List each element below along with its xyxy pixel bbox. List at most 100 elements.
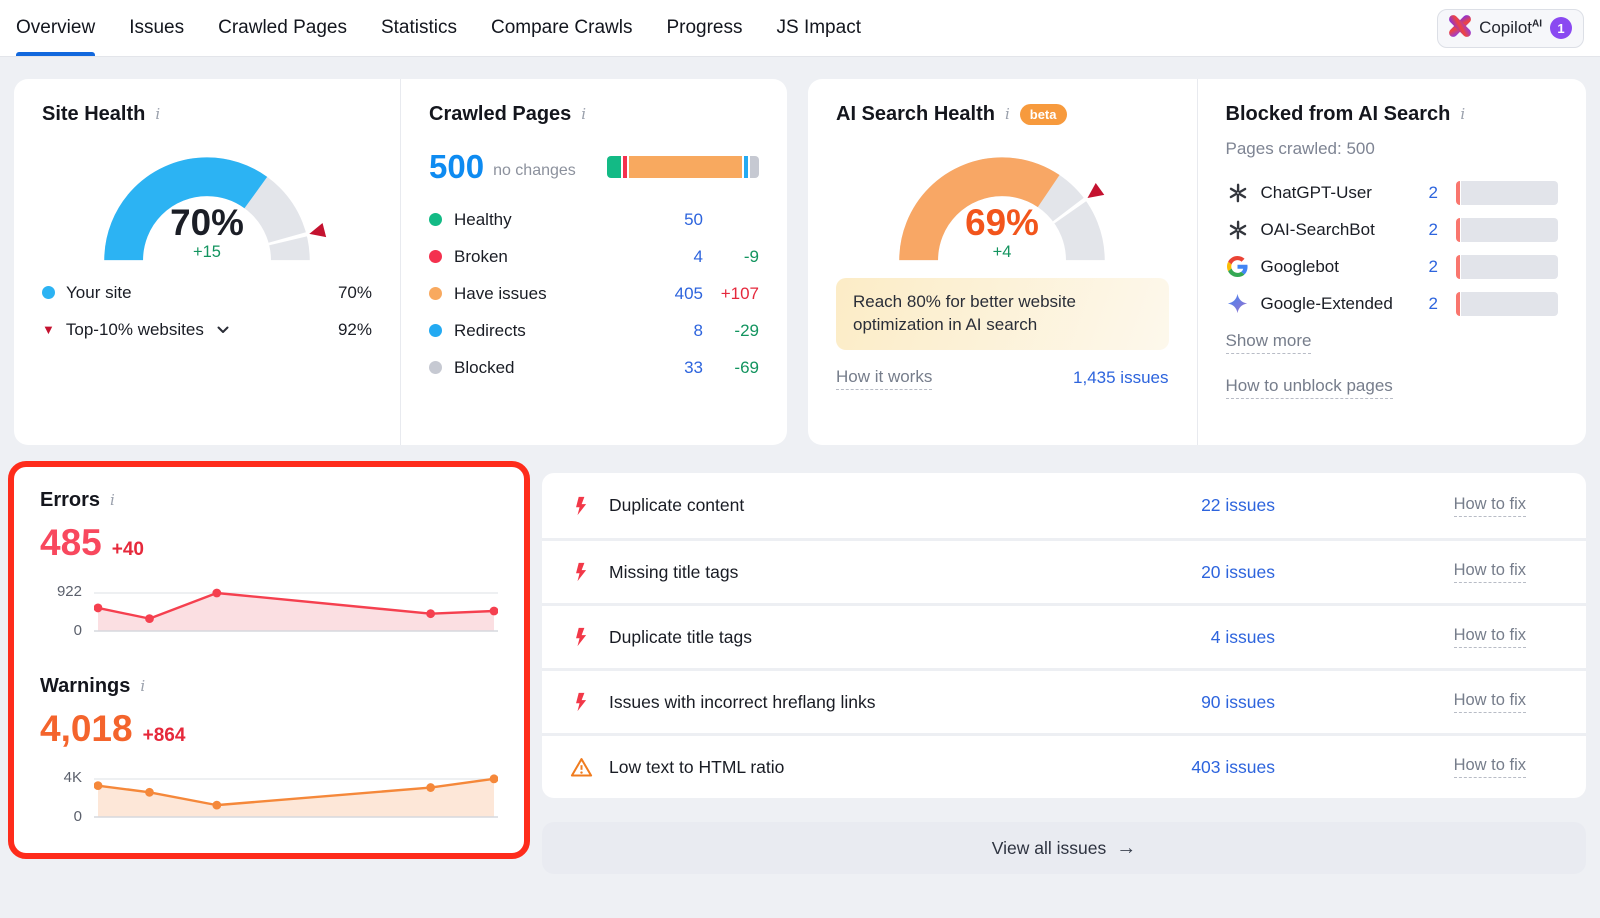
site-health-title: Site Health [42,103,146,125]
issue-count-link[interactable]: 4 issues [1210,626,1275,647]
bot-blocked-count-link[interactable]: 2 [1428,256,1438,276]
crawled-legend-row: Healthy 50 [429,201,759,238]
info-icon[interactable] [1460,107,1465,122]
legend-delta: -29 [734,320,759,340]
bar-rest-segment [1461,254,1558,279]
issue-count-link[interactable]: 403 issues [1191,756,1275,777]
bar-blocked-segment [1456,291,1460,316]
crawled-legend-row: Blocked 33 -69 [429,349,759,386]
tab-compare-crawls[interactable]: Compare Crawls [490,17,633,38]
how-it-works-link[interactable]: How it works [836,367,933,390]
issue-count-link[interactable]: 20 issues [1201,561,1275,582]
error-bolt-icon [570,691,592,713]
legend-label: Redirects [454,320,526,340]
bar-blocked-segment [1456,254,1460,279]
view-all-issues-button[interactable]: View all issues → [542,822,1586,874]
legend-label: Blocked [454,357,515,377]
errors-trend-chart: 922 0 [40,581,499,641]
site-health-crawled-card: Site Health 70%+15 Your site70%▼Top-10% … [14,79,787,445]
copilot-badge: 1 [1550,17,1572,39]
bot-blocked-count-link[interactable]: 2 [1428,182,1438,202]
top-navigation: Overview Issues Crawled Pages Statistics Com… [0,0,1600,57]
warning-triangle-icon [570,756,593,779]
bot-name: OAI-SearchBot [1260,219,1375,239]
blue-dot-icon [42,286,55,299]
legend-dot-icon [429,250,442,263]
how-to-fix-link[interactable]: How to fix [1453,561,1526,583]
bot-blocked-count-link[interactable]: 2 [1428,293,1438,313]
blocked-bot-row: ChatGPT-User 2 [1226,174,1558,211]
benchmark-marker [309,222,327,238]
tab-progress[interactable]: Progress [666,17,743,38]
bot-blocked-count-link[interactable]: 2 [1428,219,1438,239]
how-to-fix-link[interactable]: How to fix [1453,626,1526,648]
warnings-axis-min: 0 [73,808,82,825]
info-icon[interactable] [155,107,160,122]
tab-issues[interactable]: Issues [129,17,185,38]
chevron-down-icon[interactable] [217,326,229,334]
show-more-link[interactable]: Show more [1225,331,1312,354]
bot-blocked-bar [1456,254,1558,279]
errors-count: 485 [40,522,102,563]
legend-dot-icon [429,287,442,300]
legend-delta: -69 [734,357,759,377]
info-icon[interactable] [140,679,145,694]
issue-count-link[interactable]: 90 issues [1201,691,1275,712]
how-to-fix-link[interactable]: How to fix [1453,756,1526,778]
legend-label: Broken [454,246,508,266]
ai-optimization-note: Reach 80% for better website optimizatio… [836,278,1169,350]
ai-issues-link[interactable]: 1,435 issues [1073,368,1169,388]
legend-label: Healthy [454,209,512,229]
crawled-stacked-bar [607,155,759,178]
how-to-fix-link[interactable]: How to fix [1453,495,1526,517]
site-health-legend-row: Your site 70% [42,274,372,311]
tab-js-impact[interactable]: JS Impact [776,17,861,38]
tab-overview[interactable]: Overview [16,0,96,56]
blocked-bot-row: Googlebot 2 [1226,248,1558,285]
bot-blocked-bar [1456,180,1558,205]
errors-block: Errors 485 +40 922 0 [40,489,499,641]
legend-count-link[interactable]: 405 [674,283,703,303]
card-divider [1196,79,1198,445]
warnings-title: Warnings [40,675,131,697]
copilot-button[interactable]: CopilotAI 1 [1437,8,1584,48]
legend-dot-icon [429,361,442,374]
info-icon[interactable] [110,493,115,508]
card-divider [400,79,401,445]
legend-count-link[interactable]: 50 [684,209,703,229]
report-tabs: Overview Issues Crawled Pages Statistics Com… [16,0,861,56]
crawled-pages-section: Crawled Pages 500 no changes Healthy 50 Br… [401,79,787,445]
errors-warnings-card: Errors 485 +40 922 0 [14,467,524,853]
pages-crawled-label: Pages crawled: 500 [1225,139,1375,158]
legend-count-link[interactable]: 8 [693,320,703,340]
site-health-legend: Your site 70% ▼ Top-10% websites 92% [42,274,372,348]
issue-label: Duplicate title tags [609,626,752,647]
svg-text:70%: 70% [170,202,244,243]
tab-crawled-pages[interactable]: Crawled Pages [218,17,347,38]
issue-count-link[interactable]: 22 issues [1201,495,1275,515]
bar-segment-have-issues [628,155,742,178]
ai-search-health-gauge: 69% +4 [836,134,1169,270]
errors-axis-min: 0 [73,622,82,639]
how-to-fix-link[interactable]: How to fix [1453,691,1526,713]
bar-segment-blocked [749,155,759,178]
bot-name: ChatGPT-User [1260,182,1372,202]
issue-label: Low text to HTML ratio [609,756,785,777]
tab-statistics[interactable]: Statistics [380,17,457,38]
how-to-unblock-link[interactable]: How to unblock pages [1225,376,1393,399]
info-icon[interactable] [581,107,586,122]
legend-count-link[interactable]: 33 [684,357,703,377]
legend-count-link[interactable]: 4 [693,246,703,266]
error-bolt-icon [570,626,592,648]
info-icon[interactable] [1005,107,1010,122]
copilot-icon [1449,14,1472,42]
warnings-count: 4,018 [40,708,133,749]
legend-dot-icon [429,213,442,226]
details-row: Errors 485 +40 922 0 [8,461,1586,874]
top-issues-list: Duplicate content 22 issues How to fix Miss… [542,473,1586,798]
blocked-bots-list: ChatGPT-User 2 OAI-SearchBot 2 Googlebot 2 Goo… [1226,174,1558,322]
issue-row-duplicate-title-tags: Duplicate title tags 4 issues How to fix [542,603,1586,668]
issue-row-issues-with-incorrect-hreflang-links: Issues with incorrect hreflang links 90 i… [542,668,1586,733]
bot-name: Googlebot [1260,256,1339,276]
legend-dot-icon [429,324,442,337]
